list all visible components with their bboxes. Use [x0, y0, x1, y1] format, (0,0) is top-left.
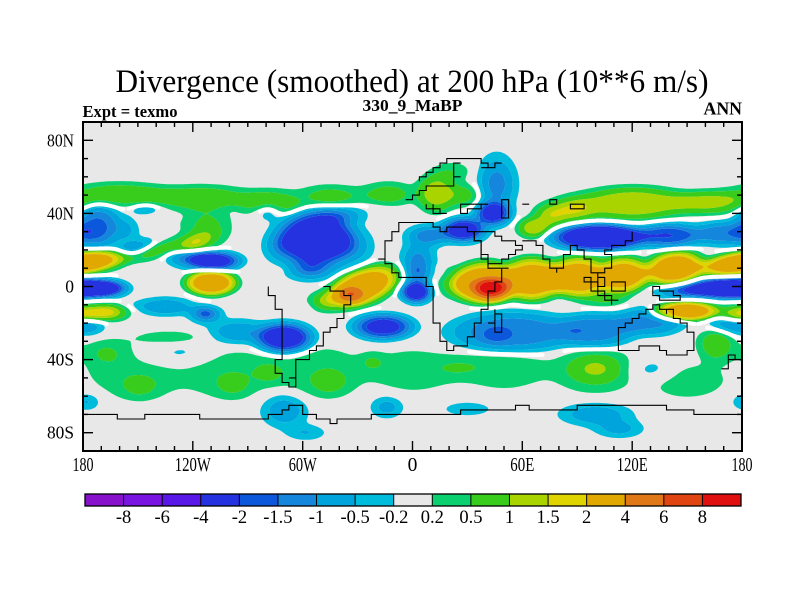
svg-text:0.2: 0.2 [421, 508, 444, 528]
svg-text:Expt = texmo: Expt = texmo [83, 102, 178, 121]
svg-text:-6: -6 [154, 508, 169, 528]
svg-text:0: 0 [408, 455, 418, 476]
svg-text:6: 6 [659, 508, 668, 528]
svg-text:-0.2: -0.2 [379, 508, 408, 528]
svg-text:Divergence (smoothed) at 200 h: Divergence (smoothed) at 200 hPa (10**6 … [116, 64, 709, 100]
svg-text:120E: 120E [617, 455, 648, 476]
svg-text:180: 180 [73, 455, 94, 476]
svg-text:0.5: 0.5 [459, 508, 482, 528]
svg-text:180: 180 [732, 455, 753, 476]
svg-text:4: 4 [621, 508, 630, 528]
svg-text:-2: -2 [232, 508, 247, 528]
svg-text:120W: 120W [175, 455, 211, 476]
svg-text:-0.5: -0.5 [340, 508, 369, 528]
svg-text:40N: 40N [47, 203, 74, 223]
svg-text:40S: 40S [47, 350, 74, 370]
svg-text:-4: -4 [193, 508, 208, 528]
svg-text:-8: -8 [116, 508, 131, 528]
svg-text:2: 2 [582, 508, 591, 528]
svg-text:80N: 80N [47, 130, 74, 150]
svg-text:-1: -1 [309, 508, 324, 528]
svg-text:0: 0 [65, 277, 74, 297]
svg-text:60E: 60E [510, 455, 534, 476]
svg-text:80S: 80S [47, 423, 74, 443]
svg-text:1: 1 [505, 508, 514, 528]
svg-text:1.5: 1.5 [537, 508, 560, 528]
svg-text:60W: 60W [289, 455, 317, 476]
svg-text:-1.5: -1.5 [263, 508, 292, 528]
svg-text:ANN: ANN [704, 99, 743, 119]
svg-text:330_9_MaBP: 330_9_MaBP [363, 96, 463, 115]
svg-text:8: 8 [698, 508, 707, 528]
